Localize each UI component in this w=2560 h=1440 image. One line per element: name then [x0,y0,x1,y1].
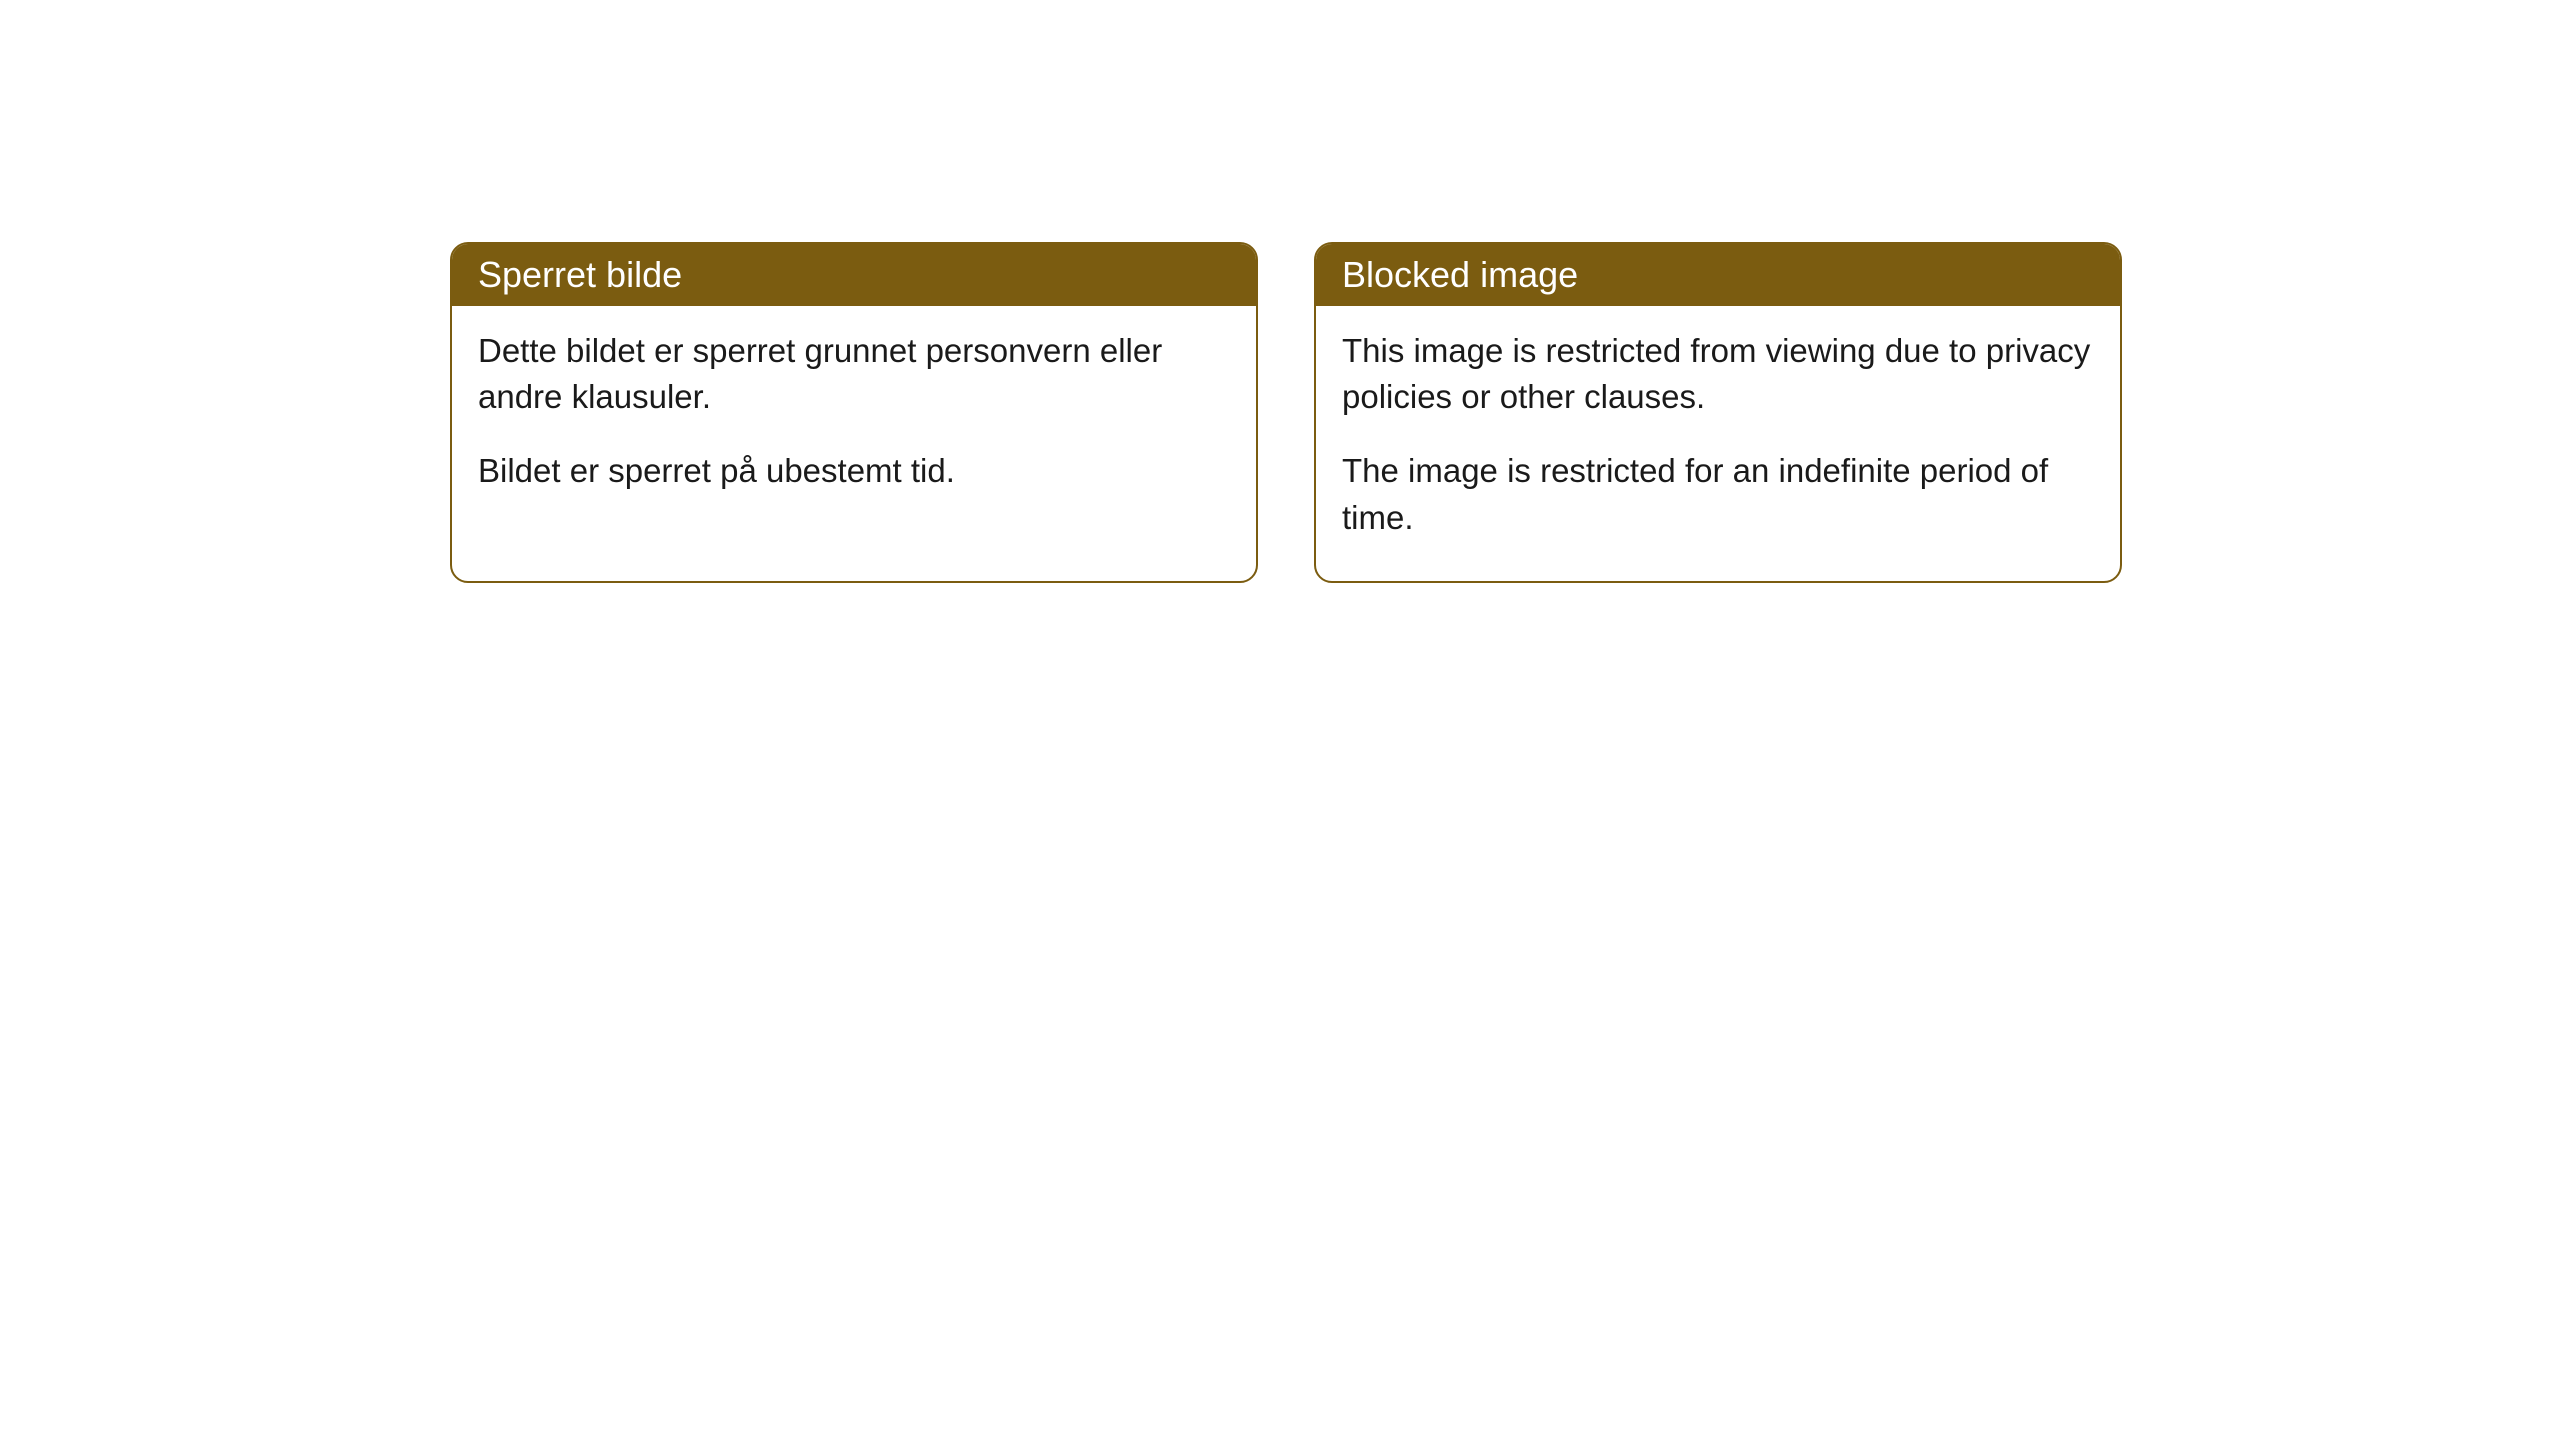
notice-cards-container: Sperret bilde Dette bildet er sperret gr… [450,242,2122,583]
card-body-norwegian: Dette bildet er sperret grunnet personve… [452,306,1256,535]
card-header-english: Blocked image [1316,244,2120,306]
card-paragraph-2-norwegian: Bildet er sperret på ubestemt tid. [478,448,1230,494]
card-paragraph-1-norwegian: Dette bildet er sperret grunnet personve… [478,328,1230,420]
blocked-image-card-norwegian: Sperret bilde Dette bildet er sperret gr… [450,242,1258,583]
card-header-norwegian: Sperret bilde [452,244,1256,306]
card-paragraph-2-english: The image is restricted for an indefinit… [1342,448,2094,540]
card-body-english: This image is restricted from viewing du… [1316,306,2120,581]
card-paragraph-1-english: This image is restricted from viewing du… [1342,328,2094,420]
blocked-image-card-english: Blocked image This image is restricted f… [1314,242,2122,583]
